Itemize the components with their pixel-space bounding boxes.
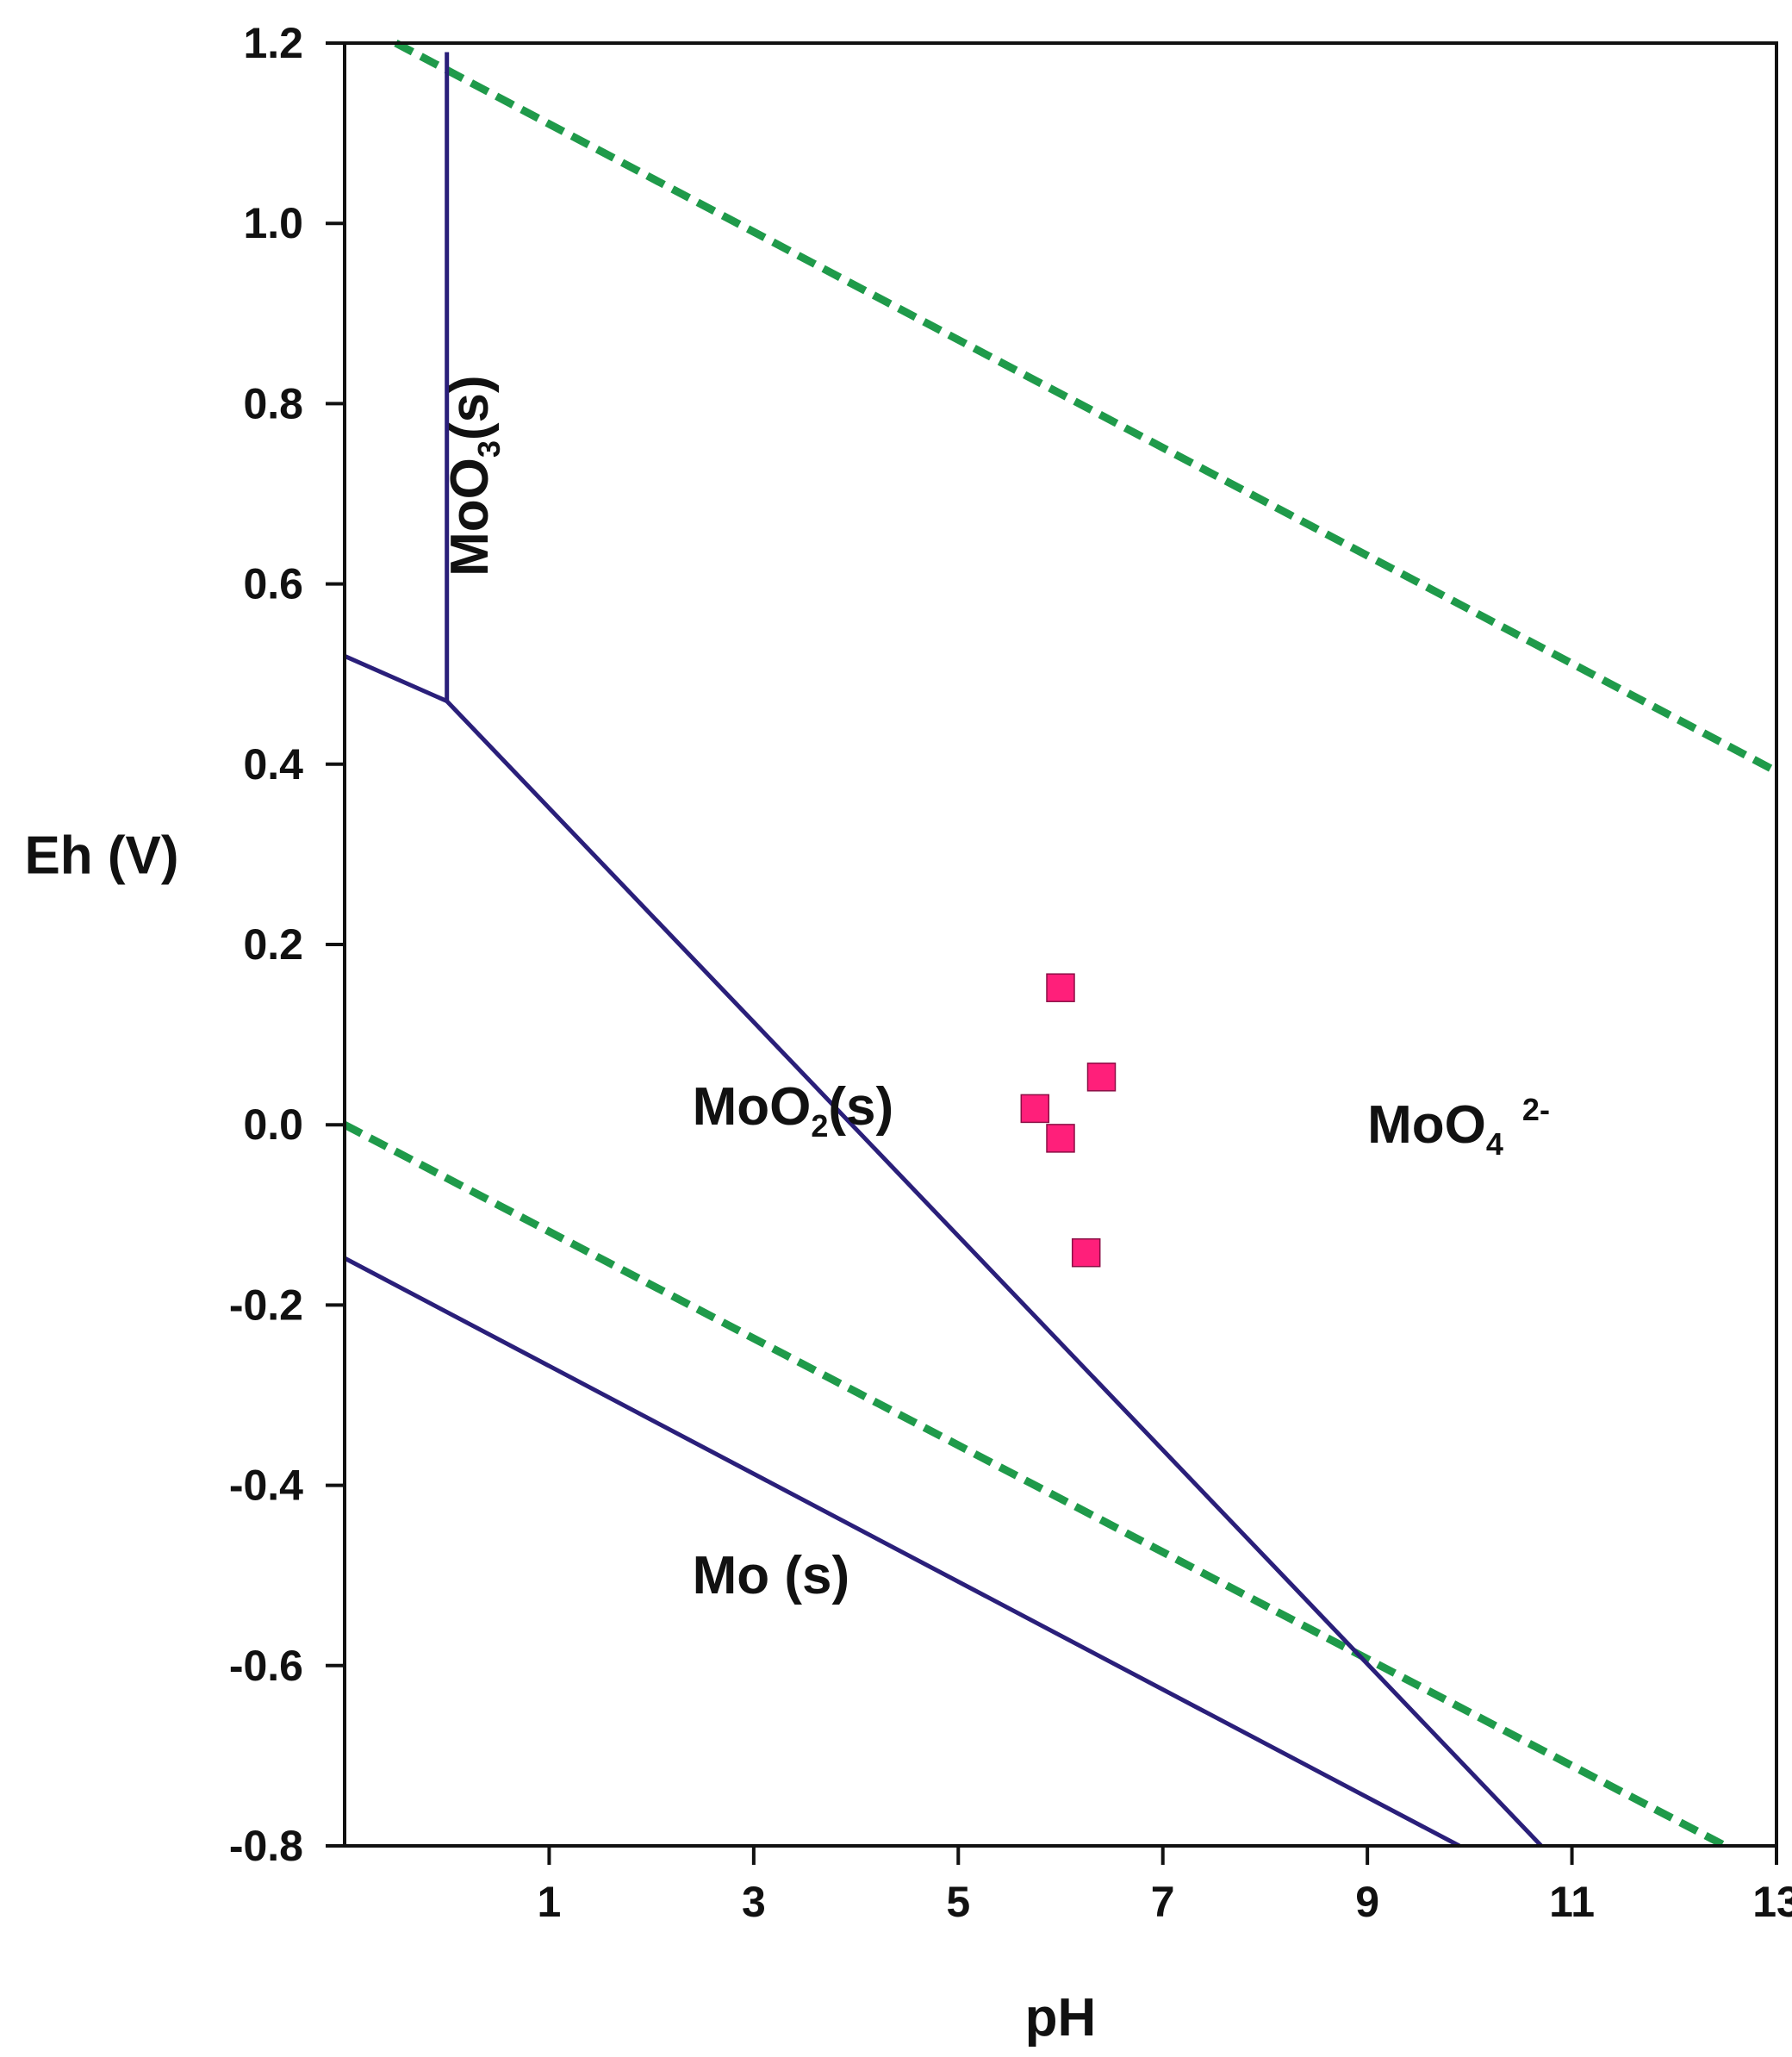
y-tick-label: -0.6 [229,1642,303,1690]
y-tick-label: 1.0 [243,199,303,247]
sample-point [1046,973,1075,1002]
sample-point [1046,1124,1075,1153]
x-tick-label: 7 [1151,1878,1175,1926]
tick-marks: 1 3 5 7 9 11 131.21.00.80.60.40.20.0-0.2-0.4-0… [229,19,1792,1926]
x-tick-label: 13 [1752,1878,1792,1926]
y-axis-title: Eh (V) [24,826,178,885]
MoO3-MoO2-boundary-line [343,654,448,703]
x-tick-label: 1 [538,1878,562,1926]
region-label-moo4: MoO42- [1367,1092,1550,1162]
sample-point [1020,1094,1050,1124]
y-tick-label: 0.2 [243,920,303,969]
region-label-moo3: MoO3(s) [440,375,507,577]
axes [343,41,1778,1848]
y-tick-label: 0.8 [243,379,303,427]
water-stability-upper-line [394,40,1779,776]
x-tick-label: 3 [742,1878,766,1926]
x-tick-label: 9 [1355,1878,1379,1926]
region-label-moo2: MoO2(s) [693,1077,894,1144]
y-tick-label: 0.0 [243,1100,303,1149]
region-label-mo: Mo (s) [693,1546,850,1605]
y-tick-label: -0.4 [229,1462,303,1510]
y-tick-label: 1.2 [243,19,303,67]
region-labels: MoO3(s) MoO2(s) MoO42- Mo (s) [440,375,1550,1605]
sample-point [1086,1063,1117,1092]
sample-point [1071,1237,1101,1268]
y-tick-label: -0.2 [229,1281,303,1329]
y-tick-label: 0.4 [243,740,303,789]
y-tick-label: 0.6 [243,560,303,608]
water-stability-lower-line [342,1121,1727,1849]
x-tick-label: 5 [946,1878,970,1926]
phase-boundaries [343,52,1543,1848]
sample-points [1020,973,1117,1268]
MoO2-MoO4-boundary-line [445,699,1543,1848]
x-tick-label: 11 [1549,1878,1595,1926]
x-axis-title: pH [1025,1988,1097,2048]
plot-frame [343,41,1778,1848]
y-tick-label: -0.8 [229,1822,303,1870]
water-stability-lines [342,40,1779,1849]
Mo-MoO2-boundary-line [343,1256,1461,1848]
